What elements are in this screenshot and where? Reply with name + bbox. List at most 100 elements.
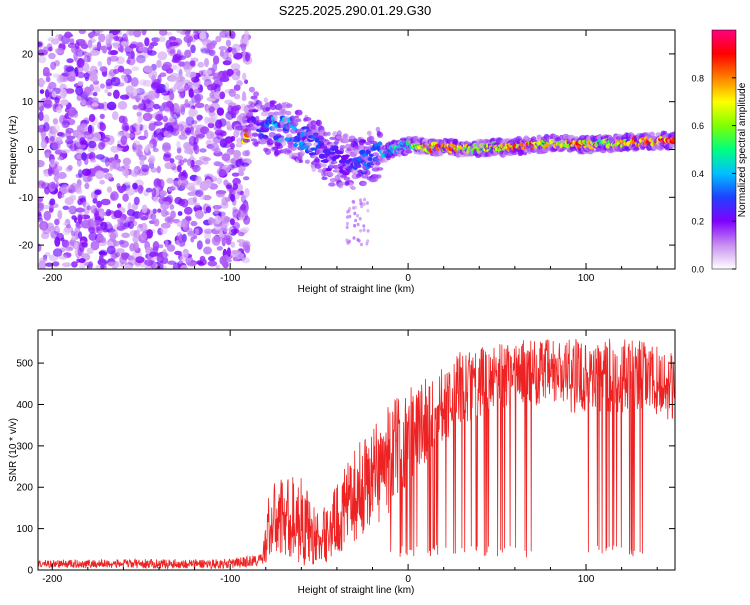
noise-blob <box>53 174 59 183</box>
noise-blob <box>168 77 178 82</box>
noise-blob <box>148 123 156 131</box>
noise-blob <box>119 240 129 248</box>
noise-blob <box>99 113 105 120</box>
noise-blob <box>359 198 362 202</box>
noise-blob <box>180 218 188 228</box>
ridge-halo <box>586 148 594 155</box>
noise-blob <box>84 182 90 190</box>
noise-blob <box>169 41 179 47</box>
noise-blob <box>106 186 112 193</box>
ridge-halo <box>350 186 356 191</box>
noise-blob <box>346 210 350 214</box>
noise-blob <box>356 222 360 227</box>
noise-blob <box>49 198 56 206</box>
noise-blob <box>127 202 132 212</box>
noise-blob <box>111 266 117 269</box>
noise-blob <box>149 43 155 49</box>
noise-blob <box>123 181 132 186</box>
noise-blob <box>64 31 72 39</box>
noise-blob <box>178 234 184 244</box>
noise-blob <box>94 30 104 34</box>
noise-blob <box>215 190 226 198</box>
noise-blob <box>60 184 70 194</box>
x-tick-label: -100 <box>220 273 240 284</box>
noise-blob <box>195 175 202 185</box>
ridge-point <box>310 147 318 151</box>
noise-blob <box>205 238 211 245</box>
noise-blob <box>244 79 249 84</box>
noise-blob <box>184 143 192 153</box>
noise-blob <box>109 33 114 40</box>
noise-blob <box>203 69 212 75</box>
noise-blob <box>144 37 150 47</box>
snr-panel: -200 -100 0 100 0 100 200 300 400 500 Height of s… <box>8 329 676 596</box>
noise-blob <box>62 227 71 236</box>
noise-blob <box>117 65 125 73</box>
noise-blob <box>164 239 169 248</box>
noise-blob <box>87 53 92 63</box>
noise-blob <box>126 30 136 36</box>
noise-blob <box>226 232 232 238</box>
noise-blob <box>220 202 229 209</box>
noise-blob <box>194 102 205 109</box>
ridge-halo <box>327 172 334 177</box>
noise-blob <box>96 41 102 50</box>
noise-blob <box>129 243 136 252</box>
noise-blob <box>159 190 167 197</box>
noise-blob <box>231 47 237 56</box>
noise-blob <box>173 103 179 113</box>
noise-blob <box>236 239 245 244</box>
noise-blob <box>345 215 349 219</box>
noise-blob <box>122 68 132 75</box>
noise-blob <box>183 158 188 163</box>
noise-blob <box>177 179 182 186</box>
colorbar-label: Normalized spectral amplitude <box>737 82 748 217</box>
noise-blob <box>52 118 59 125</box>
noise-blob <box>228 88 236 97</box>
noise-blob <box>177 123 184 132</box>
noise-blob <box>195 189 204 197</box>
ridge-halo <box>251 125 259 131</box>
ridge-halo <box>649 131 655 138</box>
noise-blob <box>99 83 105 89</box>
noise-blob <box>55 106 63 114</box>
noise-blob <box>99 122 106 132</box>
noise-blob <box>89 220 97 228</box>
noise-blob <box>186 261 197 267</box>
ridge-halo <box>299 159 303 163</box>
noise-blob <box>98 33 106 43</box>
noise-blob <box>68 184 76 194</box>
ridge-halo <box>264 148 272 155</box>
noise-blob <box>348 214 352 219</box>
ridge-halo <box>280 108 285 114</box>
noise-blob <box>166 100 173 109</box>
noise-blob <box>80 119 90 125</box>
noise-blob <box>118 219 123 229</box>
ridge-halo <box>376 167 384 171</box>
noise-blob <box>77 57 85 68</box>
noise-blob <box>139 159 145 167</box>
noise-blob <box>204 173 214 179</box>
noise-blob <box>50 61 57 70</box>
y-tick-label: 400 <box>16 400 33 411</box>
noise-blob <box>65 127 74 134</box>
noise-blob <box>365 201 369 205</box>
noise-blob <box>146 229 154 239</box>
noise-blob <box>113 89 120 100</box>
noise-blob <box>143 65 153 73</box>
noise-blob <box>155 113 164 122</box>
noise-blob <box>71 261 78 268</box>
noise-blob <box>205 206 212 214</box>
noise-blob <box>78 30 86 35</box>
noise-blob <box>129 216 135 221</box>
ridge-halo <box>376 131 384 138</box>
ridge-halo <box>241 158 247 163</box>
noise-blob <box>54 226 61 232</box>
ridge-halo <box>310 120 318 126</box>
noise-blob <box>68 71 76 80</box>
noise-blob <box>203 79 212 88</box>
noise-blob <box>130 77 139 87</box>
noise-blob <box>42 229 51 234</box>
